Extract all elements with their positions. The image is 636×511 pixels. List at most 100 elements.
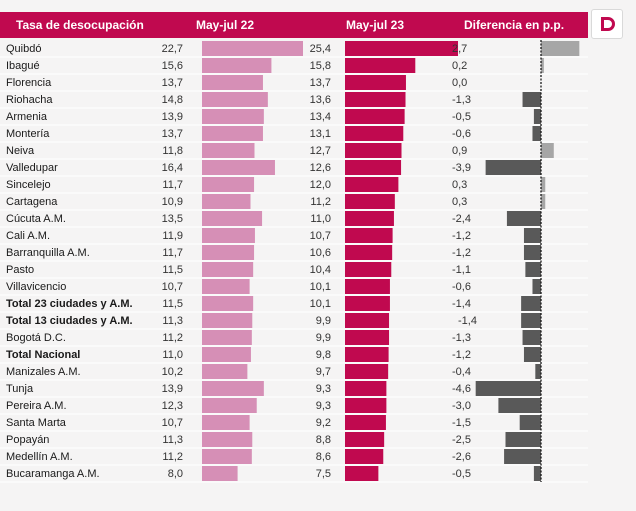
- row-cartagena: Cartagena 10,9 11,2 0,3: [0, 194, 588, 211]
- bar-may-jul-23: [345, 58, 416, 73]
- value-label-difference: 0,2: [452, 60, 467, 72]
- value-label-may-jul-22: 22,7: [162, 43, 183, 55]
- bar-may-jul-22: [202, 364, 248, 379]
- bar-difference: [498, 398, 541, 413]
- bar-may-jul-22: [202, 381, 264, 396]
- bar-difference: [541, 177, 546, 192]
- value-label-difference: -1,4: [458, 315, 477, 327]
- bar-may-jul-23: [345, 126, 404, 141]
- row-pasto: Pasto 11,5 10,4 -1,1: [0, 262, 588, 279]
- value-label-may-jul-23: 8,6: [316, 451, 331, 463]
- value-label-difference: -1,1: [452, 264, 471, 276]
- bar-may-jul-22: [202, 296, 254, 311]
- category-label: Santa Marta: [6, 417, 67, 429]
- bar-may-jul-23: [345, 92, 406, 107]
- bar-may-jul-22: [202, 313, 253, 328]
- value-label-difference: -0,4: [452, 366, 471, 378]
- value-label-difference: -2,4: [452, 213, 471, 225]
- category-label: Bogotá D.C.: [6, 332, 66, 344]
- value-label-may-jul-23: 25,4: [310, 43, 331, 55]
- row-florencia: Florencia 13,7 13,7 0,0: [0, 75, 588, 92]
- value-label-may-jul-22: 11,2: [162, 451, 183, 463]
- value-label-may-jul-22: 11,7: [162, 179, 183, 191]
- value-label-difference: -1,5: [452, 417, 471, 429]
- value-label-difference: -2,5: [452, 434, 471, 446]
- row-neiva: Neiva 11,8 12,7 0,9: [0, 143, 588, 160]
- value-label-difference: -1,3: [452, 332, 471, 344]
- category-label: Cúcuta A.M.: [6, 213, 66, 225]
- bar-may-jul-23: [345, 75, 406, 90]
- value-label-may-jul-23: 9,9: [316, 332, 331, 344]
- bar-may-jul-23: [345, 279, 390, 294]
- value-label-may-jul-23: 13,1: [310, 128, 331, 140]
- value-label-may-jul-22: 13,9: [162, 383, 183, 395]
- row-popayan: Popayán 11,3 8,8 -2,5: [0, 432, 588, 449]
- value-label-difference: 0,0: [452, 77, 467, 89]
- category-label: Valledupar: [6, 162, 58, 174]
- row-cucuta-a-m: Cúcuta A.M. 13,5 11,0 -2,4: [0, 211, 588, 228]
- value-label-may-jul-23: 9,3: [316, 400, 331, 412]
- category-label: Florencia: [6, 77, 52, 89]
- value-label-may-jul-22: 13,5: [162, 213, 183, 225]
- category-label: Bucaramanga A.M.: [6, 468, 100, 480]
- value-label-difference: 0,9: [452, 145, 467, 157]
- value-label-may-jul-22: 11,9: [162, 230, 183, 242]
- value-label-may-jul-22: 12,3: [162, 400, 183, 412]
- header-background: [0, 12, 588, 38]
- bar-may-jul-22: [202, 432, 253, 447]
- bar-difference: [533, 466, 541, 481]
- bar-difference: [523, 347, 541, 362]
- value-label-may-jul-22: 11,8: [162, 145, 183, 157]
- value-label-difference: -1,2: [452, 230, 471, 242]
- row-total-23-ciudades-y-a-m: Total 23 ciudades y A.M. 11,5 10,1 -1,4: [0, 296, 588, 313]
- value-label-may-jul-23: 9,7: [316, 366, 331, 378]
- bar-may-jul-23: [345, 432, 385, 447]
- category-label: Barranquilla A.M.: [6, 247, 90, 259]
- bar-difference: [522, 92, 541, 107]
- header-label-may-jul-23: May-jul 23: [346, 18, 404, 32]
- value-label-may-jul-23: 10,6: [310, 247, 331, 259]
- category-label: Cali A.M.: [6, 230, 50, 242]
- value-label-may-jul-23: 11,0: [310, 213, 331, 225]
- value-label-difference: 0,3: [452, 179, 467, 191]
- logo-d-icon: [601, 17, 615, 31]
- row-tunja: Tunja 13,9 9,3 -4,6: [0, 381, 588, 398]
- category-label: Cartagena: [6, 196, 58, 208]
- bar-may-jul-23: [345, 160, 402, 175]
- bar-difference: [519, 415, 541, 430]
- value-label-may-jul-23: 9,8: [316, 349, 331, 361]
- bar-difference: [521, 296, 541, 311]
- category-label: Pereira A.M.: [6, 400, 67, 412]
- value-label-may-jul-22: 13,7: [162, 128, 183, 140]
- bar-may-jul-22: [202, 58, 272, 73]
- row-barranquilla-a-m: Barranquilla A.M. 11,7 10,6 -1,2: [0, 245, 588, 262]
- bar-difference: [535, 364, 541, 379]
- bar-may-jul-22: [202, 262, 254, 277]
- value-label-may-jul-22: 10,7: [162, 417, 183, 429]
- category-label: Total Nacional: [6, 349, 80, 361]
- row-total-13-ciudades-y-a-m: Total 13 ciudades y A.M. 11,3 9,9 -1,4: [0, 313, 588, 330]
- bar-difference: [485, 160, 541, 175]
- bar-may-jul-22: [202, 126, 263, 141]
- value-label-may-jul-22: 15,6: [162, 60, 183, 72]
- row-quibdo: Quibdó 22,7 25,4 2,7: [0, 41, 588, 58]
- category-label: Quibdó: [6, 43, 41, 55]
- value-label-may-jul-22: 16,4: [162, 162, 183, 174]
- bar-difference: [523, 245, 541, 260]
- value-label-difference: -0,6: [452, 281, 471, 293]
- category-label: Pasto: [6, 264, 34, 276]
- value-label-may-jul-22: 10,7: [162, 281, 183, 293]
- value-label-may-jul-22: 11,7: [162, 247, 183, 259]
- value-label-may-jul-22: 11,5: [162, 264, 183, 276]
- category-label: Riohacha: [6, 94, 53, 106]
- bar-may-jul-23: [345, 466, 379, 481]
- header-row: Tasa de desocupación May-jul 22 May-jul …: [0, 12, 588, 38]
- value-label-difference: 2,7: [452, 43, 467, 55]
- chart-rows: Quibdó 22,7 25,4 2,7 Ibagué 15,6 15,8 0,2 Floren…: [0, 41, 588, 483]
- row-armenia: Armenia 13,9 13,4 -0,5: [0, 109, 588, 126]
- bar-difference: [523, 228, 541, 243]
- row-riohacha: Riohacha 14,8 13,6 -1,3: [0, 92, 588, 109]
- bar-may-jul-22: [202, 211, 263, 226]
- category-label: Manizales A.M.: [6, 366, 81, 378]
- bar-difference: [475, 381, 541, 396]
